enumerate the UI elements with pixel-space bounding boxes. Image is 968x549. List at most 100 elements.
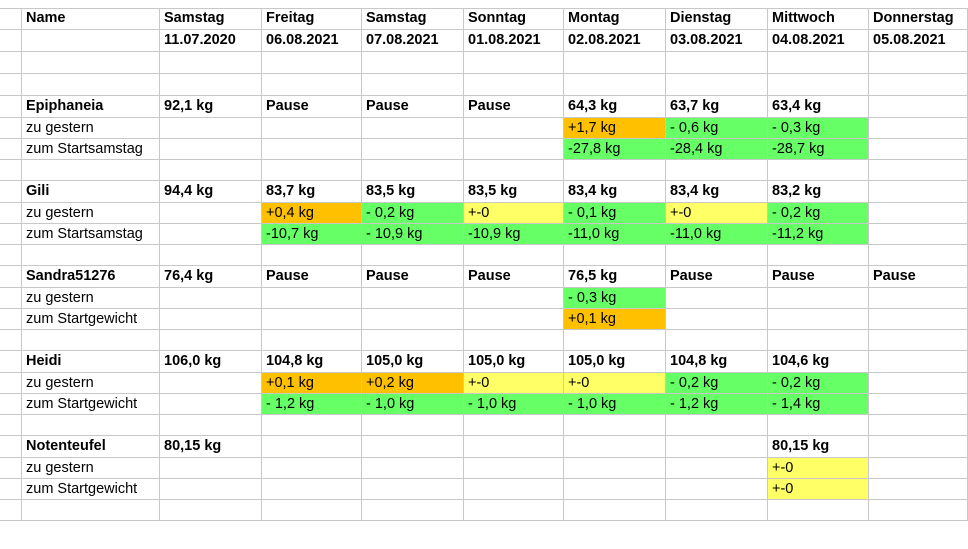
empty-cell[interactable]	[564, 500, 666, 521]
delta-value-cell[interactable]	[464, 479, 564, 500]
empty-cell[interactable]	[666, 74, 768, 96]
delta-value-cell[interactable]: - 1,0 kg	[564, 394, 666, 415]
empty-cell[interactable]	[564, 74, 666, 96]
empty-cell[interactable]	[262, 500, 362, 521]
delta-value-cell[interactable]	[869, 203, 968, 224]
weight-cell[interactable]: Pause	[768, 266, 869, 288]
empty-cell[interactable]	[262, 415, 362, 436]
delta-value-cell[interactable]: -28,7 kg	[768, 139, 869, 160]
empty-cell[interactable]	[362, 245, 464, 266]
delta-value-cell[interactable]	[262, 458, 362, 479]
delta-value-cell[interactable]	[362, 288, 464, 309]
weight-cell[interactable]: Pause	[464, 96, 564, 118]
empty-cell[interactable]	[262, 245, 362, 266]
delta-value-cell[interactable]: -28,4 kg	[666, 139, 768, 160]
weight-cell[interactable]	[262, 436, 362, 458]
header-date-cell[interactable]: 06.08.2021	[262, 30, 362, 52]
empty-cell[interactable]	[160, 52, 262, 74]
delta-value-cell[interactable]	[262, 139, 362, 160]
delta-value-cell[interactable]: - 0,2 kg	[768, 373, 869, 394]
empty-cell[interactable]	[564, 415, 666, 436]
delta-value-cell[interactable]	[464, 118, 564, 139]
empty-cell[interactable]	[768, 415, 869, 436]
person-name-cell[interactable]: Sandra51276	[22, 266, 160, 288]
empty-cell[interactable]	[464, 74, 564, 96]
weight-cell[interactable]	[362, 436, 464, 458]
weight-cell[interactable]: 83,7 kg	[262, 181, 362, 203]
delta-value-cell[interactable]: - 0,2 kg	[768, 203, 869, 224]
weight-cell[interactable]: 105,0 kg	[564, 351, 666, 373]
empty-cell[interactable]	[22, 160, 160, 181]
header-date-cell[interactable]: 01.08.2021	[464, 30, 564, 52]
empty-cell[interactable]	[160, 330, 262, 351]
delta-value-cell[interactable]	[362, 139, 464, 160]
delta-value-cell[interactable]	[869, 139, 968, 160]
header-date-cell[interactable]: 03.08.2021	[666, 30, 768, 52]
delta-value-cell[interactable]: - 1,2 kg	[262, 394, 362, 415]
weight-cell[interactable]: 63,4 kg	[768, 96, 869, 118]
delta-value-cell[interactable]	[869, 479, 968, 500]
weight-cell[interactable]: Pause	[464, 266, 564, 288]
empty-cell[interactable]	[869, 500, 968, 521]
empty-cell[interactable]	[22, 245, 160, 266]
empty-cell[interactable]	[22, 52, 160, 74]
weight-cell[interactable]: 104,8 kg	[262, 351, 362, 373]
empty-cell[interactable]	[564, 330, 666, 351]
empty-cell[interactable]	[22, 30, 160, 52]
weight-cell[interactable]	[464, 436, 564, 458]
empty-cell[interactable]	[160, 74, 262, 96]
delta-label-cell[interactable]: zu gestern	[22, 118, 160, 139]
weight-cell[interactable]: 94,4 kg	[160, 181, 262, 203]
delta-value-cell[interactable]: +0,4 kg	[262, 203, 362, 224]
header-date-cell[interactable]: 11.07.2020	[160, 30, 262, 52]
delta-value-cell[interactable]	[160, 479, 262, 500]
empty-cell[interactable]	[262, 330, 362, 351]
header-name-cell[interactable]: Name	[22, 8, 160, 30]
header-day-cell[interactable]: Montag	[564, 8, 666, 30]
empty-cell[interactable]	[262, 52, 362, 74]
empty-cell[interactable]	[262, 74, 362, 96]
delta-value-cell[interactable]: - 1,4 kg	[768, 394, 869, 415]
delta-value-cell[interactable]: -11,0 kg	[564, 224, 666, 245]
delta-label-cell[interactable]: zum Startsamstag	[22, 224, 160, 245]
empty-cell[interactable]	[22, 330, 160, 351]
weight-cell[interactable]	[869, 96, 968, 118]
delta-value-cell[interactable]	[869, 118, 968, 139]
delta-value-cell[interactable]	[869, 309, 968, 330]
delta-label-cell[interactable]: zum Startgewicht	[22, 394, 160, 415]
delta-value-cell[interactable]: -10,7 kg	[262, 224, 362, 245]
empty-cell[interactable]	[869, 330, 968, 351]
empty-cell[interactable]	[160, 160, 262, 181]
delta-value-cell[interactable]	[160, 373, 262, 394]
empty-cell[interactable]	[362, 160, 464, 181]
header-date-cell[interactable]: 07.08.2021	[362, 30, 464, 52]
delta-value-cell[interactable]: - 10,9 kg	[362, 224, 464, 245]
empty-cell[interactable]	[869, 52, 968, 74]
delta-value-cell[interactable]	[362, 118, 464, 139]
delta-value-cell[interactable]	[869, 288, 968, 309]
delta-value-cell[interactable]: -10,9 kg	[464, 224, 564, 245]
header-day-cell[interactable]: Samstag	[362, 8, 464, 30]
delta-label-cell[interactable]: zu gestern	[22, 458, 160, 479]
delta-value-cell[interactable]: - 1,2 kg	[666, 394, 768, 415]
delta-value-cell[interactable]: - 1,0 kg	[362, 394, 464, 415]
delta-value-cell[interactable]	[768, 288, 869, 309]
empty-cell[interactable]	[362, 415, 464, 436]
delta-value-cell[interactable]: +1,7 kg	[564, 118, 666, 139]
empty-cell[interactable]	[464, 415, 564, 436]
delta-value-cell[interactable]	[666, 458, 768, 479]
empty-cell[interactable]	[768, 52, 869, 74]
delta-label-cell[interactable]: zum Startgewicht	[22, 479, 160, 500]
weight-cell[interactable]: 83,2 kg	[768, 181, 869, 203]
delta-value-cell[interactable]	[262, 118, 362, 139]
empty-cell[interactable]	[362, 74, 464, 96]
weight-cell[interactable]: 105,0 kg	[362, 351, 464, 373]
delta-value-cell[interactable]: +-0	[768, 458, 869, 479]
header-day-cell[interactable]: Freitag	[262, 8, 362, 30]
person-name-cell[interactable]: Notenteufel	[22, 436, 160, 458]
delta-value-cell[interactable]	[262, 288, 362, 309]
delta-value-cell[interactable]	[564, 479, 666, 500]
delta-value-cell[interactable]	[362, 309, 464, 330]
delta-value-cell[interactable]	[464, 309, 564, 330]
delta-label-cell[interactable]: zu gestern	[22, 288, 160, 309]
